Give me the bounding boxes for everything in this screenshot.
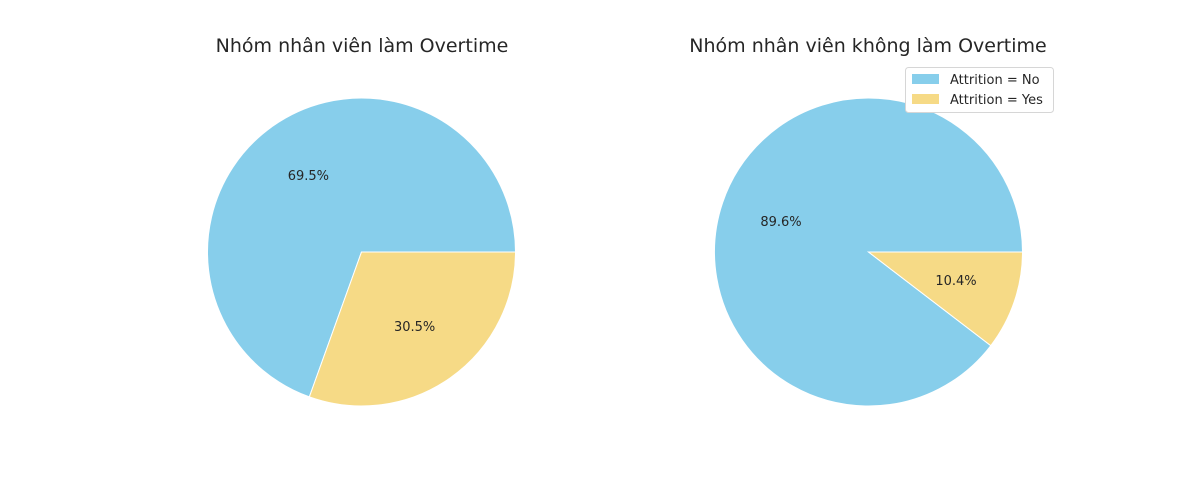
pie-label-no-overtime-yes: 10.4% [935,274,976,289]
labels-overtime: 69.5% 30.5% [288,169,436,335]
pie-label-overtime-no: 69.5% [288,169,329,184]
slices-no-overtime [714,97,1024,407]
legend-box [905,67,1054,113]
pie-slice-overtime-yes [308,251,517,407]
pie-slice-overtime-no [207,97,517,398]
pie-label-overtime-yes: 30.5% [394,320,435,335]
legend-label-yes: Attrition = Yes [950,93,1043,108]
legend-label-no: Attrition = No [950,73,1040,88]
pie-slice-no-overtime-yes [867,251,1024,347]
pie-chart-no-overtime: Nhóm nhân viên không làm Overtime 89.6% 1… [689,35,1047,407]
legend-swatch-yes [912,94,939,104]
labels-no-overtime: 89.6% 10.4% [760,215,976,289]
chart-title-no-overtime: Nhóm nhân viên không làm Overtime [689,35,1046,57]
legend: Attrition = No Attrition = Yes [905,67,1054,113]
pie-label-no-overtime-no: 89.6% [760,215,801,230]
slices-overtime [207,97,517,407]
chart-title-overtime: Nhóm nhân viên làm Overtime [216,35,509,57]
legend-swatch-no [912,74,939,84]
pie-chart-overtime: Nhóm nhân viên làm Overtime 69.5% 30.5% [207,35,517,407]
